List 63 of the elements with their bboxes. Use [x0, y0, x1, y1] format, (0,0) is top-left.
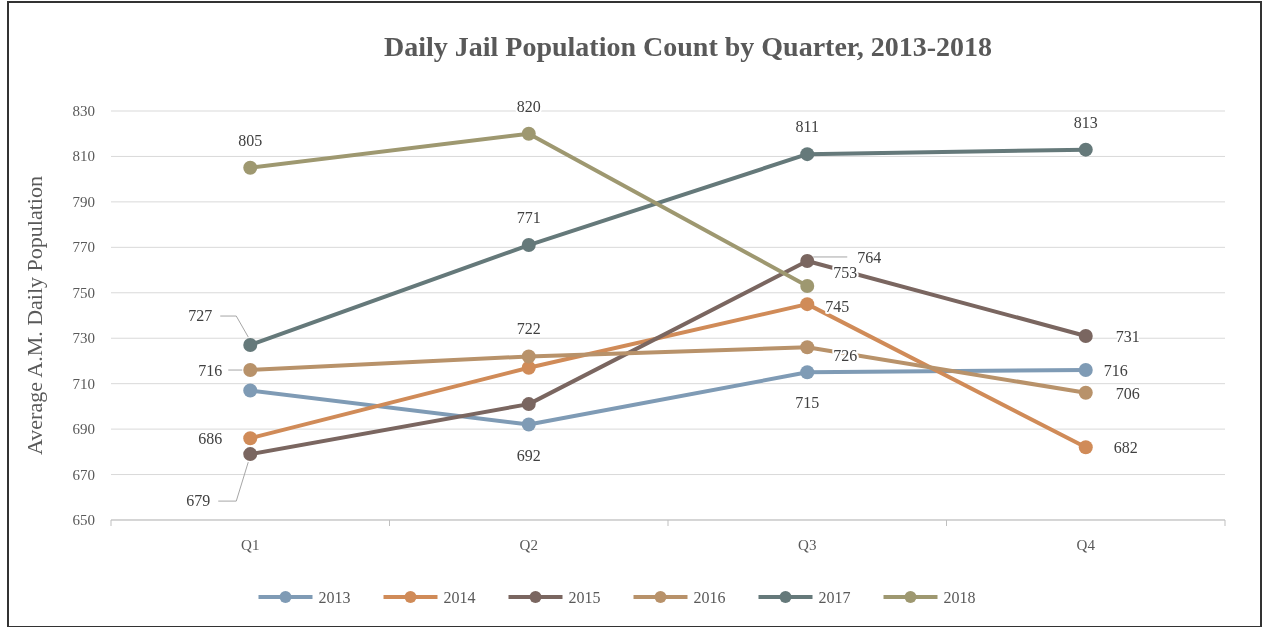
- point: [243, 363, 258, 378]
- point: [521, 360, 536, 375]
- point: [800, 365, 815, 380]
- y-tick-label: 810: [72, 148, 95, 165]
- y-tick-label: 770: [72, 239, 95, 256]
- chart-title: Daily Jail Population Count by Quarter, 2013-2018: [383, 31, 993, 62]
- point: [243, 431, 258, 446]
- y-axis-title: Average A.M. Daily Population: [22, 176, 47, 455]
- y-tick-label: 750: [72, 284, 95, 301]
- data-label: 811: [795, 118, 819, 136]
- x-tick-label: Q2: [519, 537, 538, 553]
- point: [1078, 363, 1093, 378]
- y-tick-label: 710: [72, 375, 95, 392]
- data-label: 682: [1113, 439, 1138, 457]
- y-tick-label: 790: [72, 193, 95, 210]
- point: [800, 340, 815, 355]
- point: [1078, 440, 1093, 455]
- data-label: 813: [1073, 113, 1098, 131]
- legend-label: 2015: [568, 589, 601, 606]
- data-label: 745: [825, 298, 850, 316]
- data-label: 716: [1103, 362, 1128, 380]
- data-label: 820: [516, 97, 541, 115]
- point: [521, 349, 536, 364]
- point: [243, 160, 258, 175]
- point: [1078, 142, 1093, 157]
- point: [800, 147, 815, 162]
- point: [1078, 385, 1093, 400]
- point: [243, 383, 258, 398]
- data-label: 716: [198, 362, 223, 380]
- data-label: 722: [516, 320, 541, 338]
- legend-label: 2016: [693, 589, 726, 606]
- y-tick-label: 670: [72, 466, 95, 483]
- point: [800, 253, 815, 268]
- y-tick-label: 830: [72, 103, 95, 119]
- data-label: 692: [516, 446, 541, 464]
- x-tick-label: Q4: [1076, 537, 1096, 553]
- data-label: 764: [857, 248, 882, 266]
- y-tick-label: 730: [72, 330, 95, 347]
- data-label: 805: [238, 131, 263, 149]
- y-tick-label: 650: [72, 512, 95, 528]
- point: [521, 126, 536, 141]
- point: [521, 397, 536, 412]
- data-label: 715: [795, 394, 820, 412]
- data-label: 679: [186, 492, 211, 510]
- legend-label: 2014: [443, 589, 476, 606]
- point: [521, 417, 536, 432]
- point: [243, 338, 258, 353]
- legend-label: 2018: [943, 589, 976, 606]
- legend-label: 2017: [818, 589, 851, 606]
- data-label: 686: [198, 430, 223, 448]
- legend-label: 2013: [318, 589, 351, 606]
- data-label: 731: [1115, 327, 1140, 345]
- x-tick-label: Q1: [241, 537, 260, 553]
- x-tick-label: Q3: [798, 537, 817, 553]
- y-tick-label: 690: [72, 421, 95, 438]
- point: [800, 297, 815, 312]
- point: [243, 447, 258, 462]
- point: [800, 278, 815, 293]
- data-label: 727: [188, 307, 213, 325]
- point: [521, 238, 536, 253]
- point: [1078, 328, 1093, 343]
- data-label: 706: [1115, 384, 1140, 402]
- data-label: 771: [516, 209, 541, 227]
